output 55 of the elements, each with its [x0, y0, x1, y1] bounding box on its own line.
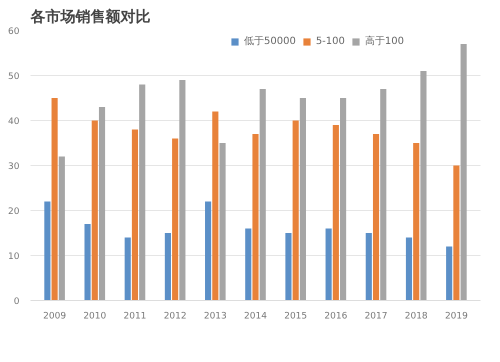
bar	[292, 120, 299, 300]
y-tick-label: 10	[8, 252, 20, 262]
bar	[219, 143, 226, 300]
bar	[260, 89, 266, 300]
bar	[332, 125, 339, 300]
y-tick-label: 40	[8, 117, 20, 127]
y-tick-label: 30	[8, 162, 20, 172]
bar	[58, 156, 65, 300]
x-tick-label: 2010	[83, 312, 107, 322]
bar	[52, 98, 58, 300]
bar	[98, 107, 106, 300]
bar	[179, 80, 186, 300]
bar	[132, 130, 138, 300]
bar	[205, 202, 212, 300]
x-tick-label: 2012	[164, 312, 187, 322]
y-tick-label: 20	[8, 207, 20, 217]
bar	[164, 233, 171, 300]
bar	[172, 138, 178, 300]
legend-label: 高于100	[364, 34, 404, 48]
bar	[252, 134, 259, 300]
y-tick-label: 50	[8, 72, 20, 82]
legend-label: 5-100	[316, 36, 345, 46]
chart-title: 各市场销售额对比	[30, 8, 150, 26]
bar	[285, 233, 292, 300]
bar	[139, 84, 146, 300]
x-tick-label: 2015	[284, 312, 308, 322]
legend-label: 低于50000	[244, 35, 296, 48]
bar	[84, 224, 91, 300]
bar	[92, 120, 98, 300]
x-tick-label: 2016	[324, 312, 348, 322]
bar	[124, 238, 131, 300]
x-tick-label: 2018	[404, 312, 428, 322]
bar	[44, 202, 50, 300]
bar	[212, 112, 218, 300]
x-tick-label: 2011	[124, 312, 146, 322]
bar	[406, 238, 412, 300]
x-tick-label: 2014	[244, 312, 268, 322]
bar	[453, 166, 460, 300]
x-tick-label: 2009	[43, 312, 66, 322]
bar	[460, 44, 467, 300]
bar	[340, 98, 346, 300]
bar	[413, 143, 420, 300]
bar	[420, 71, 427, 300]
bar	[446, 246, 452, 300]
x-tick-label: 2013	[204, 312, 227, 322]
bar	[300, 98, 306, 300]
bar	[245, 228, 252, 300]
bar	[372, 134, 380, 300]
bar	[380, 89, 386, 300]
bar	[326, 228, 332, 300]
y-tick-label: 60	[8, 27, 20, 37]
bar	[366, 233, 372, 300]
x-tick-label: 2019	[444, 312, 468, 322]
y-tick-label: 0	[14, 297, 20, 307]
x-tick-label: 2017	[364, 312, 388, 322]
